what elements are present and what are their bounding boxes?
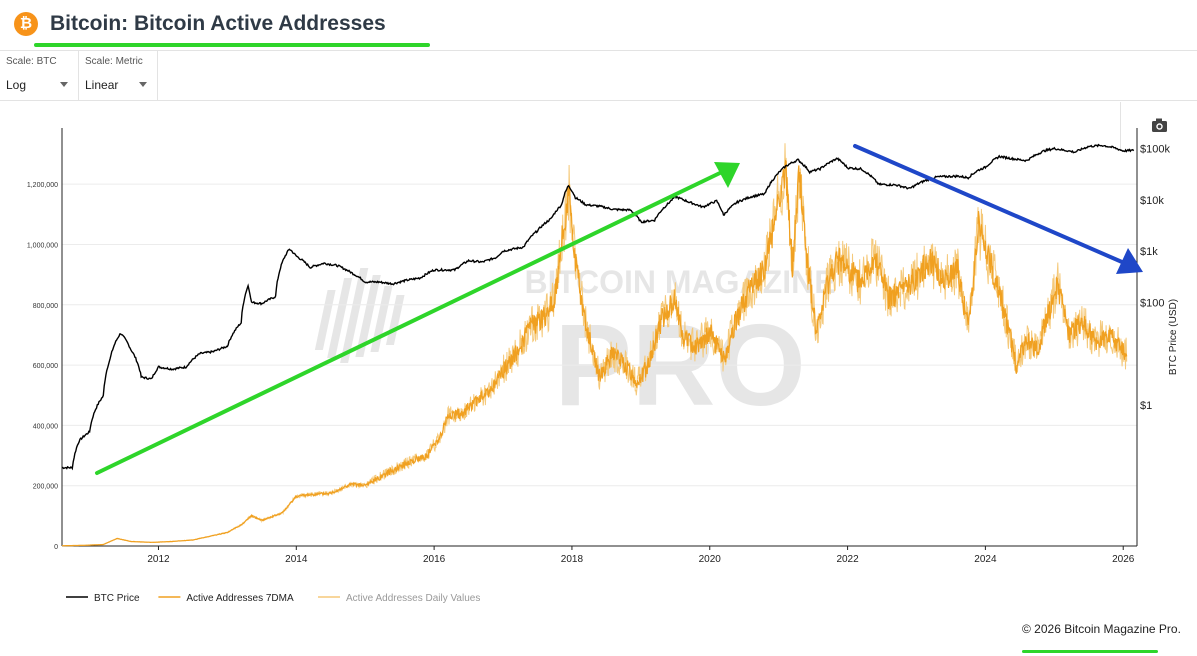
right-axis-tick-label: $100k bbox=[1140, 144, 1170, 156]
left-axis-ticks: 0 200,000 400,000 600,000 800,000 1,000,000 1,… bbox=[27, 182, 58, 551]
x-axis-tick-label: 2012 bbox=[147, 554, 170, 565]
left-axis-tick-label: 1,200,000 bbox=[27, 182, 58, 189]
chart-controls: Scale: BTC Log Scale: Metric Linear bbox=[0, 51, 1197, 151]
blue-trend-arrow bbox=[853, 144, 1143, 274]
legend-item-label[interactable]: Active Addresses Daily Values bbox=[346, 593, 480, 604]
chart-legend: BTC Price Active Addresses 7DMA Active Add… bbox=[66, 593, 480, 604]
x-axis-tick-label: 2022 bbox=[836, 554, 859, 565]
scale-btc-value: Log bbox=[6, 78, 27, 92]
series-line-btc-price bbox=[61, 143, 1135, 471]
copyright-text: © 2026 Bitcoin Magazine Pro. bbox=[1022, 622, 1181, 636]
watermark: BITCOIN MAGAZINE PRO bbox=[314, 264, 836, 430]
scale-btc-dropdown[interactable]: Scale: BTC Log bbox=[0, 51, 79, 100]
right-axis-ticks: $1 $100 $1k $10k $100k bbox=[1140, 144, 1170, 412]
left-axis-tick-label: 200,000 bbox=[33, 484, 58, 491]
watermark-top-text: BITCOIN MAGAZINE bbox=[524, 264, 835, 300]
scale-metric-value: Linear bbox=[85, 78, 119, 92]
gridlines bbox=[62, 183, 1137, 547]
x-axis-tick-label: 2016 bbox=[423, 554, 446, 565]
scale-btc-label: Scale: BTC bbox=[6, 56, 57, 67]
title-highlight-underline bbox=[34, 43, 430, 47]
left-axis-tick-label: 800,000 bbox=[33, 303, 58, 310]
right-axis-tick-label: $1 bbox=[1140, 400, 1152, 412]
legend-item-label[interactable]: BTC Price bbox=[94, 593, 140, 604]
left-axis-tick-label: 0 bbox=[54, 544, 58, 551]
right-axis-title: BTC Price (USD) bbox=[1168, 299, 1179, 375]
camera-icon bbox=[1152, 118, 1167, 132]
right-axis-tick-label: $1k bbox=[1140, 246, 1158, 258]
series-line-active-7dma bbox=[62, 159, 1128, 547]
right-axis-tick-label: $10k bbox=[1140, 195, 1164, 207]
x-axis-tick-label: 2024 bbox=[974, 554, 997, 565]
scale-metric-dropdown[interactable]: Scale: Metric Linear bbox=[79, 51, 158, 100]
x-axis-tick-label: 2020 bbox=[699, 554, 722, 565]
x-axis-ticks: 2012 2014 2016 2018 2020 2022 2024 2026 bbox=[147, 546, 1135, 565]
x-axis-tick-label: 2026 bbox=[1112, 554, 1135, 565]
bitcoin-logo-icon: ₿ bbox=[14, 12, 38, 36]
chevron-down-icon bbox=[139, 82, 147, 87]
footer-highlight-underline bbox=[1022, 650, 1158, 653]
legend-item-label[interactable]: Active Addresses 7DMA bbox=[186, 593, 294, 604]
page-title: Bitcoin: Bitcoin Active Addresses bbox=[50, 12, 386, 35]
left-axis-tick-label: 400,000 bbox=[33, 423, 58, 430]
camera-button[interactable] bbox=[1120, 102, 1197, 151]
page-header: ₿ Bitcoin: Bitcoin Active Addresses bbox=[0, 0, 1197, 51]
green-trend-arrow bbox=[95, 162, 740, 475]
scale-metric-label: Scale: Metric bbox=[85, 56, 143, 67]
x-axis-tick-label: 2014 bbox=[285, 554, 308, 565]
right-axis-tick-label: $100 bbox=[1140, 297, 1164, 309]
chevron-down-icon bbox=[60, 82, 68, 87]
left-axis-tick-label: 1,000,000 bbox=[27, 242, 58, 249]
x-axis-tick-label: 2018 bbox=[561, 554, 584, 565]
chart-area: BITCOIN MAGAZINE PRO 0 200,000 400,000 600,… bbox=[27, 128, 1179, 604]
left-axis-tick-label: 600,000 bbox=[33, 363, 58, 370]
